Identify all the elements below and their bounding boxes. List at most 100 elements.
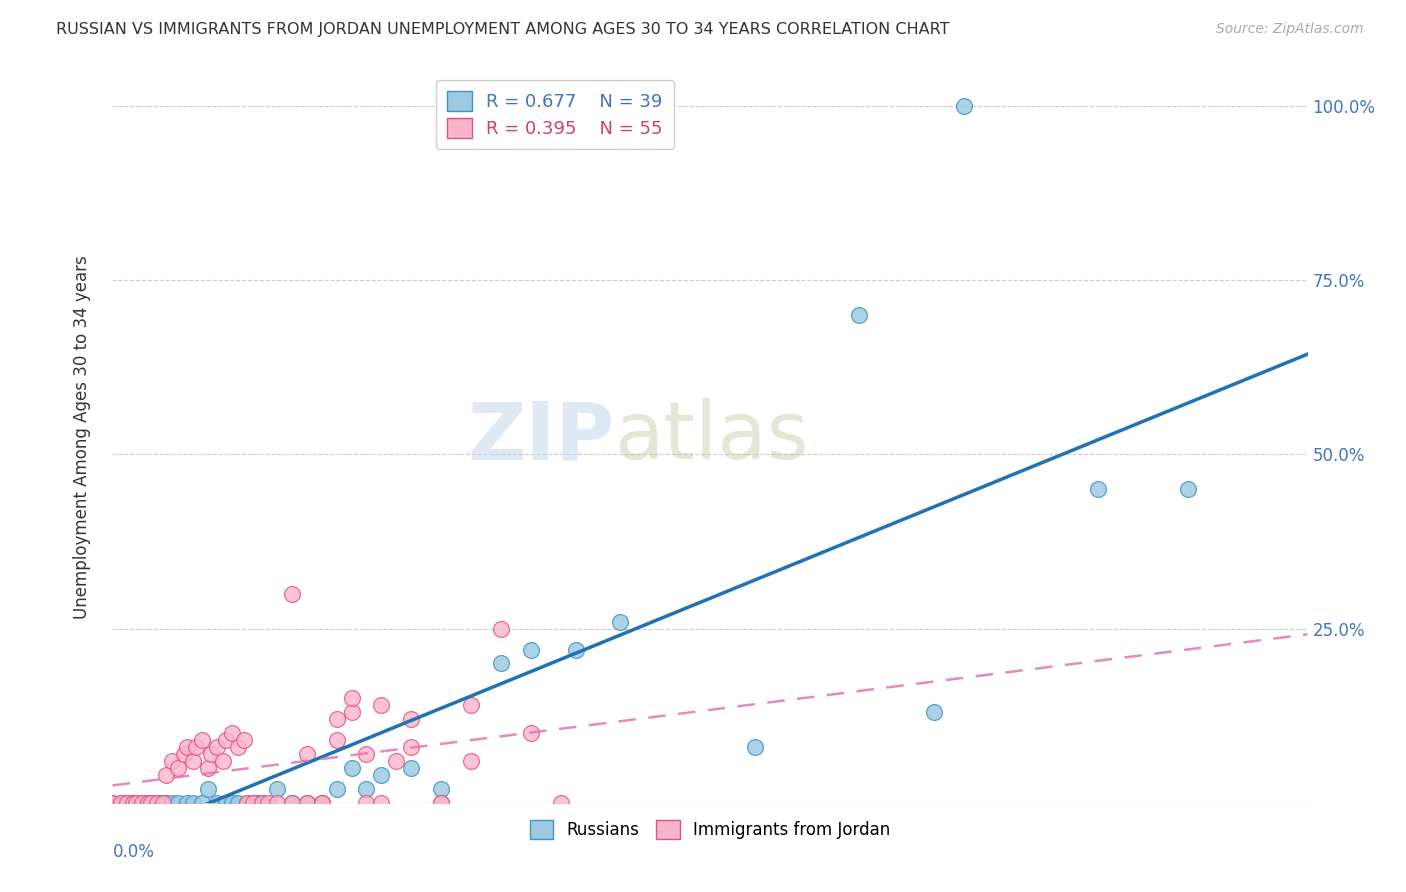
Point xyxy=(281,796,304,810)
Point xyxy=(110,796,132,810)
Point xyxy=(173,747,195,761)
Point xyxy=(191,733,214,747)
Point xyxy=(167,796,190,810)
Point xyxy=(325,712,347,726)
Point xyxy=(226,740,249,755)
Point xyxy=(200,747,222,761)
Point xyxy=(250,796,273,810)
Text: Source: ZipAtlas.com: Source: ZipAtlas.com xyxy=(1216,22,1364,37)
Point xyxy=(460,754,482,768)
Point xyxy=(167,761,190,775)
Point xyxy=(197,781,219,796)
Point xyxy=(370,768,392,782)
Point xyxy=(101,796,124,810)
Point xyxy=(250,796,273,810)
Point xyxy=(520,726,543,740)
Point xyxy=(370,796,392,810)
Point xyxy=(205,740,228,755)
Point xyxy=(146,796,169,810)
Point xyxy=(266,781,288,796)
Point xyxy=(520,642,543,657)
Point xyxy=(295,796,318,810)
Point xyxy=(162,796,183,810)
Legend: Russians, Immigrants from Jordan: Russians, Immigrants from Jordan xyxy=(523,814,897,846)
Point xyxy=(430,796,453,810)
Point xyxy=(356,747,378,761)
Point xyxy=(325,733,347,747)
Point xyxy=(146,796,169,810)
Point xyxy=(125,796,148,810)
Point xyxy=(117,796,139,810)
Point xyxy=(564,642,586,657)
Point xyxy=(162,754,183,768)
Y-axis label: Unemployment Among Ages 30 to 34 years: Unemployment Among Ages 30 to 34 years xyxy=(73,255,91,619)
Point xyxy=(340,691,363,706)
Point xyxy=(186,740,208,755)
Point xyxy=(460,698,482,713)
Text: ZIP: ZIP xyxy=(467,398,614,476)
Point xyxy=(281,587,304,601)
Point xyxy=(152,796,174,810)
Point xyxy=(215,796,238,810)
Point xyxy=(212,754,235,768)
Point xyxy=(401,761,423,775)
Point xyxy=(181,754,204,768)
Point xyxy=(370,698,392,713)
Point xyxy=(356,796,378,810)
Point xyxy=(221,726,243,740)
Point xyxy=(138,796,160,810)
Point xyxy=(311,796,333,810)
Point xyxy=(117,796,139,810)
Text: RUSSIAN VS IMMIGRANTS FROM JORDAN UNEMPLOYMENT AMONG AGES 30 TO 34 YEARS CORRELA: RUSSIAN VS IMMIGRANTS FROM JORDAN UNEMPL… xyxy=(56,22,949,37)
Point xyxy=(236,796,259,810)
Point xyxy=(1177,483,1199,497)
Point xyxy=(242,796,264,810)
Point xyxy=(340,705,363,719)
Point xyxy=(356,781,378,796)
Point xyxy=(295,796,318,810)
Point xyxy=(110,796,132,810)
Point xyxy=(385,754,408,768)
Point xyxy=(295,747,318,761)
Point xyxy=(325,781,347,796)
Point xyxy=(430,796,453,810)
Point xyxy=(141,796,163,810)
Point xyxy=(233,733,256,747)
Point xyxy=(848,308,870,322)
Point xyxy=(155,768,177,782)
Point xyxy=(953,99,976,113)
Point xyxy=(744,740,766,755)
Point xyxy=(281,796,304,810)
Point xyxy=(245,796,267,810)
Point xyxy=(215,733,238,747)
Point xyxy=(176,740,198,755)
Point xyxy=(226,796,249,810)
Point xyxy=(131,796,153,810)
Point xyxy=(489,622,512,636)
Point xyxy=(401,712,423,726)
Point xyxy=(609,615,631,629)
Point xyxy=(131,796,153,810)
Point xyxy=(266,796,288,810)
Point xyxy=(205,796,228,810)
Point xyxy=(922,705,945,719)
Point xyxy=(257,796,280,810)
Point xyxy=(550,796,572,810)
Point xyxy=(155,796,177,810)
Point xyxy=(181,796,204,810)
Point xyxy=(311,796,333,810)
Point xyxy=(311,796,333,810)
Point xyxy=(141,796,163,810)
Text: 0.0%: 0.0% xyxy=(112,843,155,861)
Point xyxy=(340,761,363,775)
Point xyxy=(149,796,172,810)
Text: atlas: atlas xyxy=(614,398,808,476)
Point xyxy=(138,796,160,810)
Point xyxy=(176,796,198,810)
Point xyxy=(221,796,243,810)
Point xyxy=(236,796,259,810)
Point xyxy=(122,796,145,810)
Point xyxy=(1087,483,1109,497)
Point xyxy=(101,796,124,810)
Point xyxy=(191,796,214,810)
